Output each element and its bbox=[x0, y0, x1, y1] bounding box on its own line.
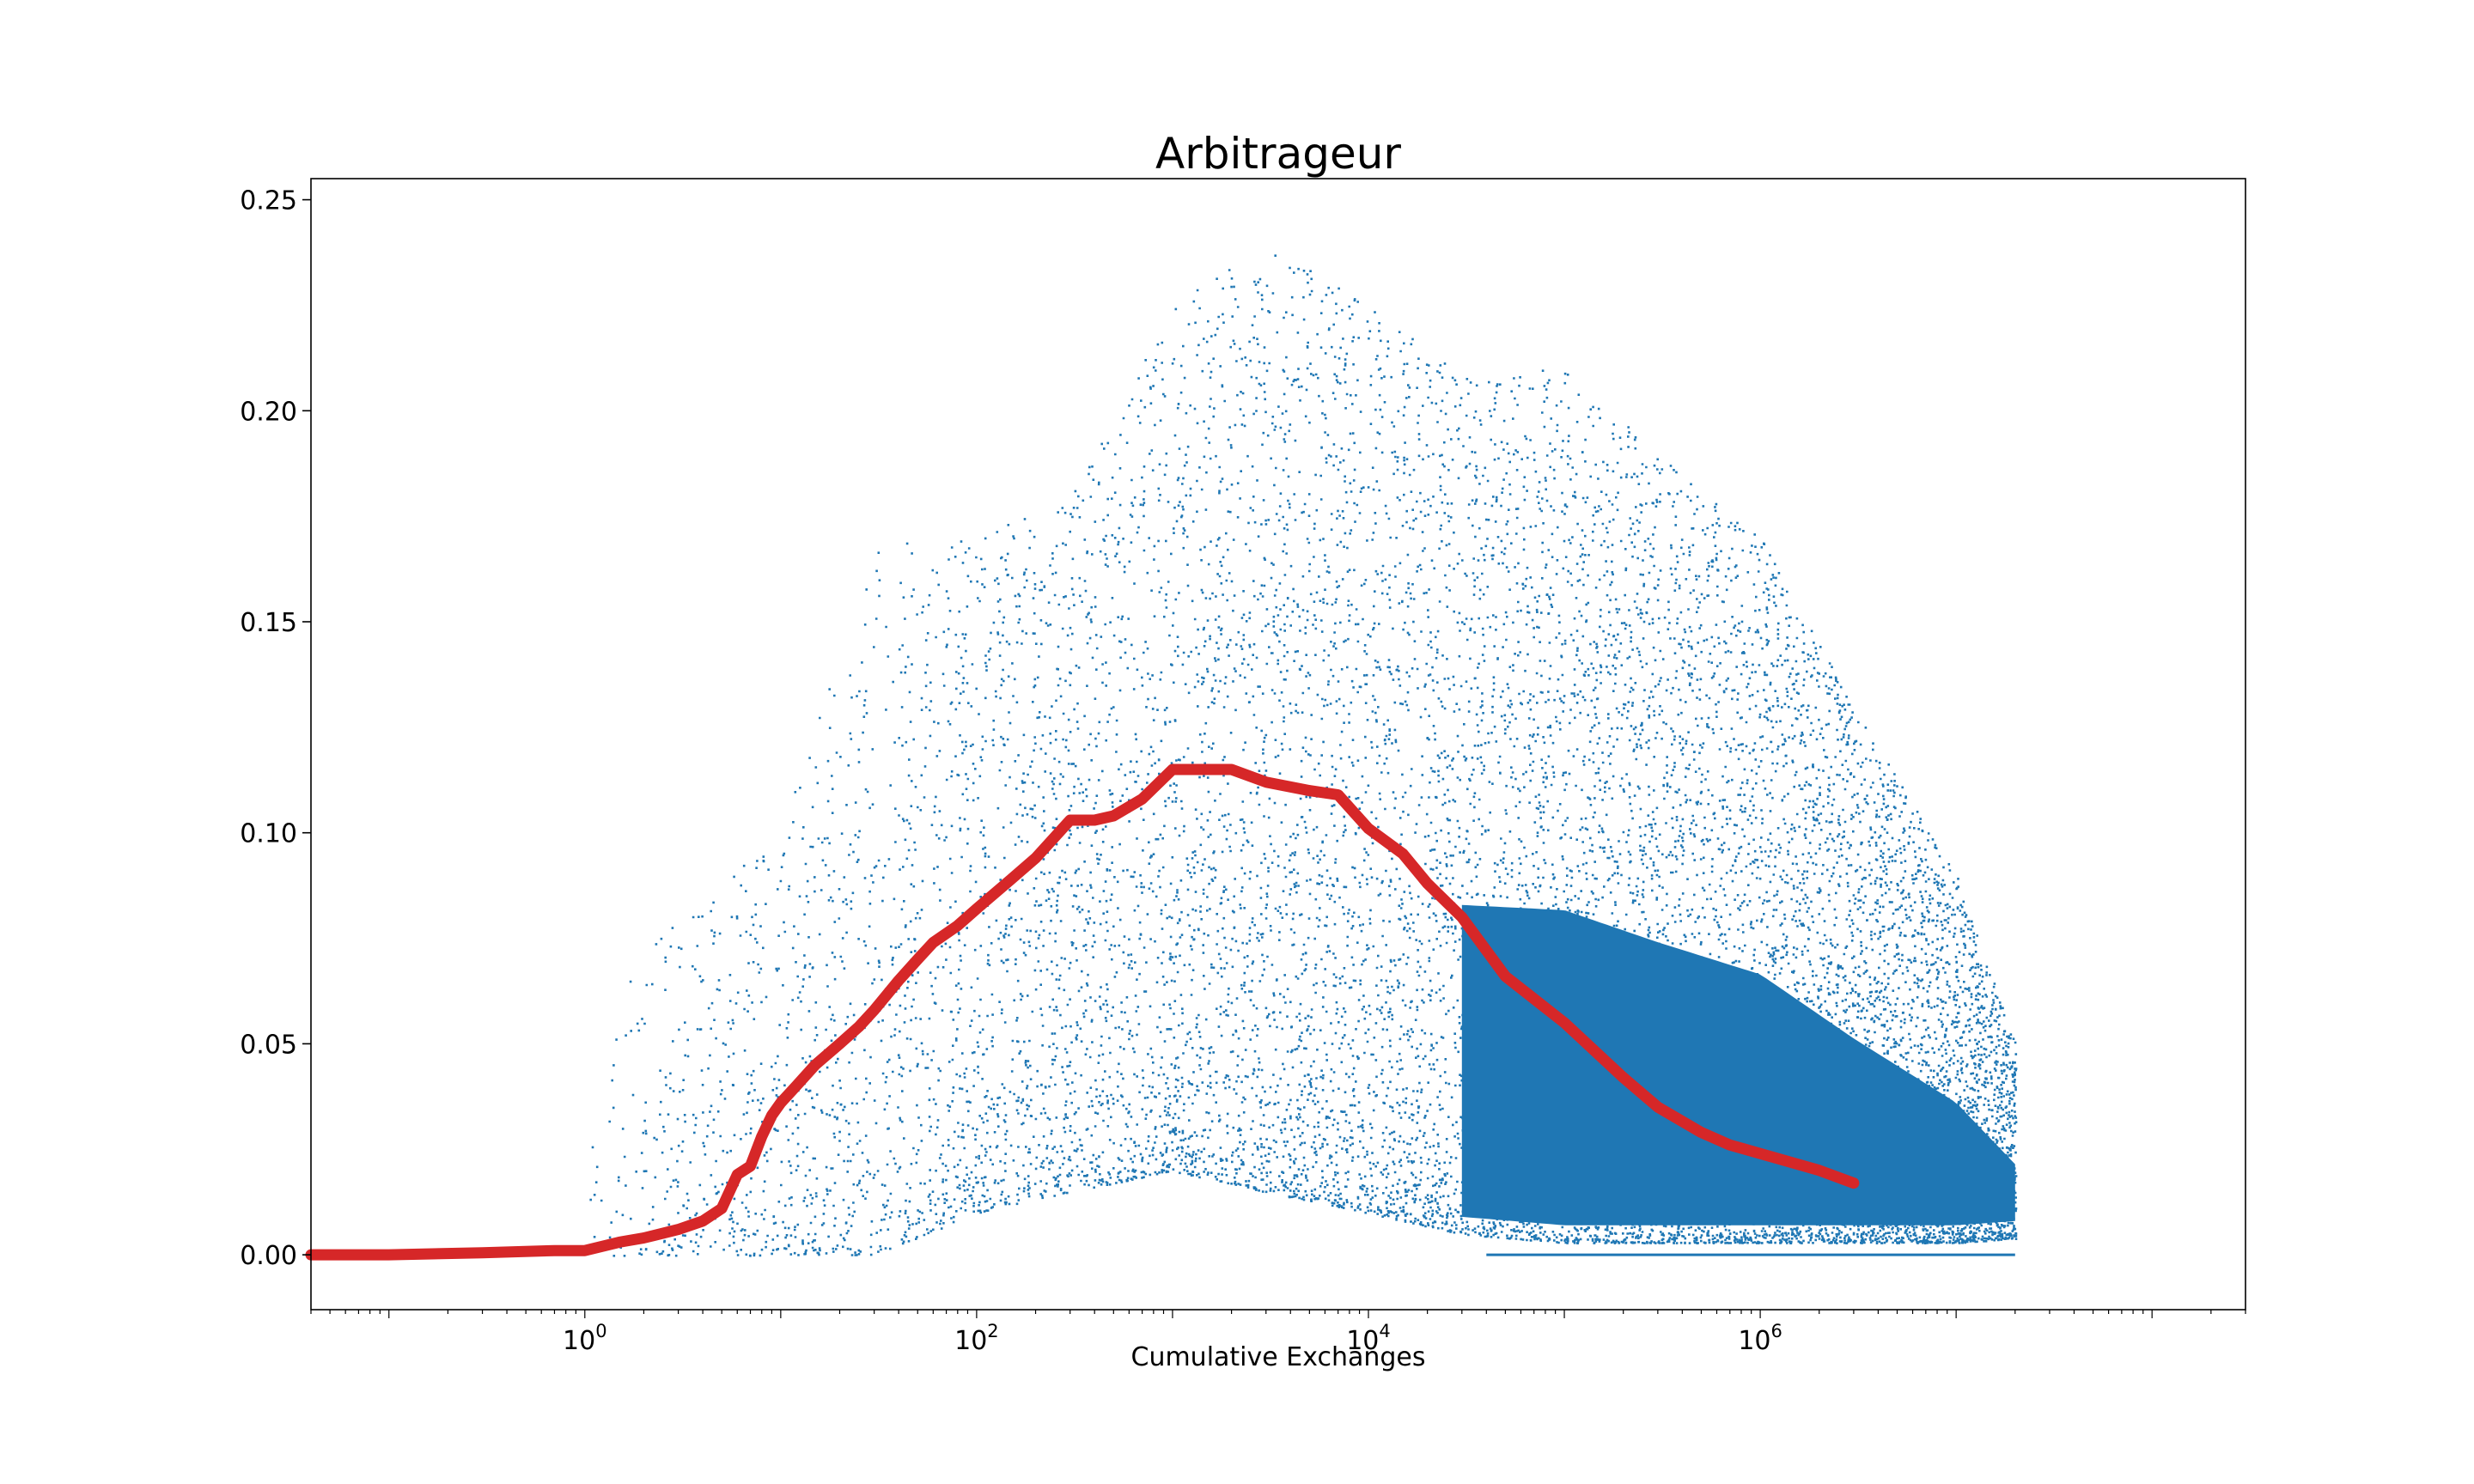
x-tick-label: 102 bbox=[954, 1321, 999, 1356]
y-tick-label: 0.00 bbox=[240, 1241, 297, 1271]
y-tick-label: 0.10 bbox=[240, 819, 297, 849]
trend-series bbox=[305, 763, 1860, 1261]
plot-frame bbox=[310, 178, 2246, 1311]
y-tick-label: 0.05 bbox=[240, 1030, 297, 1060]
x-tick-label: 104 bbox=[1346, 1321, 1391, 1356]
x-axis-label: Cumulative Exchanges bbox=[1131, 1342, 1426, 1372]
chart-title: Arbitrageur bbox=[1155, 129, 1401, 179]
y-tick-label: 0.25 bbox=[240, 186, 297, 216]
x-axis: 100 102 104 106 bbox=[310, 1310, 2246, 1356]
y-axis: 0.00 0.05 0.10 0.15 0.20 0.25 bbox=[240, 186, 311, 1271]
y-tick-label: 0.20 bbox=[240, 397, 297, 427]
scatter-series bbox=[589, 254, 2018, 1257]
trend-line bbox=[305, 763, 1860, 1261]
x-tick-label: 106 bbox=[1738, 1321, 1782, 1356]
scatter-dense-region bbox=[1461, 904, 2015, 1226]
y-tick-label: 0.15 bbox=[240, 608, 297, 638]
x-tick-label: 100 bbox=[563, 1321, 607, 1356]
